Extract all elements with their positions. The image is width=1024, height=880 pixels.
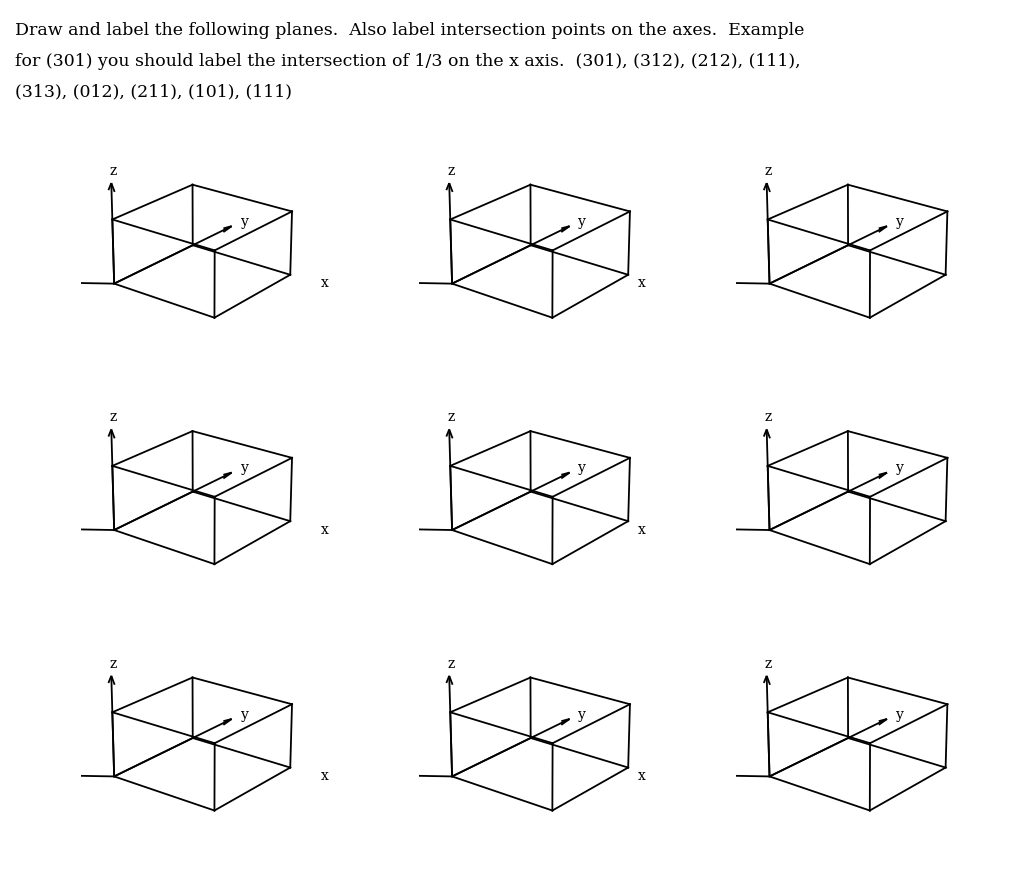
Text: for (301) you should label the intersection of 1/3 on the x axis.  (301), (312),: for (301) you should label the intersect… <box>15 53 801 70</box>
Text: (313), (012), (211), (101), (111): (313), (012), (211), (101), (111) <box>15 84 293 100</box>
Text: Draw and label the following planes.  Also label intersection points on the axes: Draw and label the following planes. Als… <box>15 22 805 39</box>
